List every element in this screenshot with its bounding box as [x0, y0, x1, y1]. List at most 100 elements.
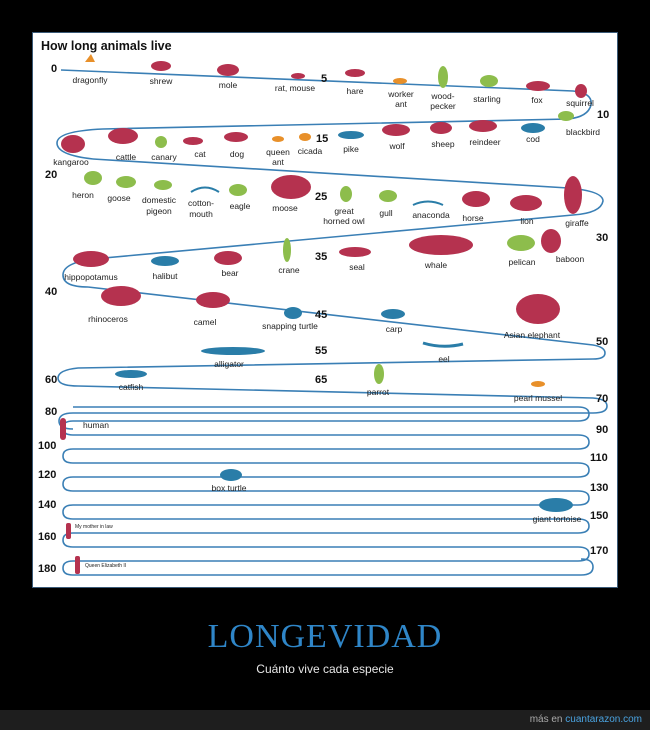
- label-wolf: wolf: [389, 141, 405, 151]
- tick-100: 100: [38, 440, 57, 452]
- label-worker-ant-1: worker: [388, 89, 414, 99]
- poster-subtitle: Cuánto vive cada especie: [256, 662, 394, 676]
- label-pelican: pelican: [508, 257, 536, 267]
- label-camel: camel: [193, 317, 217, 327]
- label-moose: moose: [272, 203, 298, 213]
- chart-frame: How long animals live: [32, 32, 618, 588]
- tick-45: 45: [315, 309, 328, 321]
- label-asian-elephant: Asian elephant: [503, 330, 561, 340]
- tick-90: 90: [596, 424, 609, 436]
- label-hare: hare: [346, 86, 364, 96]
- label-woodpecker-2: pecker: [430, 101, 456, 111]
- label-cottonmouth-2: mouth: [189, 209, 213, 219]
- footer-prefix: más en: [529, 714, 566, 725]
- label-carp: carp: [385, 324, 403, 334]
- footer-text: más en cuantarazon.com: [530, 714, 642, 725]
- label-mother-in-law: My mother in law: [75, 524, 113, 530]
- tick-150: 150: [590, 510, 609, 522]
- label-whale: whale: [424, 260, 448, 270]
- label-mole: mole: [218, 80, 238, 90]
- label-pigeon-1: domestic: [141, 195, 177, 205]
- tick-110: 110: [590, 452, 608, 464]
- label-woodpecker-1: wood-: [431, 91, 455, 101]
- tick-170: 170: [590, 545, 609, 557]
- label-starling: starling: [473, 94, 501, 104]
- tick-50: 50: [596, 336, 609, 348]
- label-human: human: [83, 420, 109, 430]
- tick-5: 5: [321, 73, 328, 85]
- label-cicada: cicada: [297, 146, 323, 156]
- label-dragonfly: dragonfly: [72, 75, 108, 85]
- label-pigeon-2: pigeon: [146, 206, 172, 216]
- tick-140: 140: [38, 499, 57, 511]
- label-queen-elizabeth: Queen Elizabeth II: [85, 563, 127, 569]
- chart-title: How long animals live: [41, 39, 172, 53]
- label-crane: crane: [278, 265, 300, 275]
- tick-180: 180: [38, 563, 57, 575]
- label-hippopotamus: hippopotamus: [64, 272, 118, 282]
- label-owl-2: horned owl: [323, 216, 365, 226]
- label-heron: heron: [72, 190, 94, 200]
- label-canary: canary: [151, 152, 177, 162]
- tick-15: 15: [316, 133, 329, 145]
- label-blackbird: blackbird: [565, 127, 601, 137]
- label-shrew: shrew: [149, 76, 173, 86]
- label-queen-ant-2: ant: [272, 157, 284, 167]
- label-eel: eel: [438, 354, 450, 364]
- tick-10: 10: [597, 109, 610, 121]
- label-gull: gull: [379, 208, 393, 218]
- tick-120: 120: [38, 469, 57, 481]
- label-cod: cod: [526, 134, 540, 144]
- label-baboon: baboon: [555, 254, 585, 264]
- label-lion: lion: [520, 216, 534, 226]
- footer-bar: más en cuantarazon.com: [0, 710, 650, 730]
- poster-title: LONGEVIDAD: [207, 618, 443, 655]
- tick-30: 30: [596, 232, 609, 244]
- label-worker-ant-2: ant: [395, 99, 407, 109]
- label-goose: goose: [107, 193, 131, 203]
- label-giant-tortoise: giant tortoise: [532, 514, 582, 524]
- label-parrot: parrot: [366, 387, 390, 397]
- label-owl-1: great: [334, 206, 354, 216]
- label-cat: cat: [194, 149, 206, 159]
- animal-silhouettes: [60, 54, 587, 574]
- label-pike: pike: [343, 144, 359, 154]
- label-squirrel: squirrel: [566, 98, 594, 108]
- label-box-turtle: box turtle: [211, 483, 247, 493]
- label-kangaroo: kangaroo: [53, 157, 89, 167]
- tick-60: 60: [45, 374, 58, 386]
- tick-70: 70: [596, 393, 609, 405]
- label-cattle: cattle: [115, 152, 137, 162]
- label-pearl-mussel: pearl mussel: [513, 393, 563, 403]
- label-eagle: eagle: [229, 201, 251, 211]
- label-anaconda: anaconda: [412, 210, 450, 220]
- tick-25: 25: [315, 191, 328, 203]
- label-alligator: alligator: [214, 359, 244, 369]
- label-reindeer: reindeer: [469, 137, 501, 147]
- tick-130: 130: [590, 482, 609, 494]
- footer-link[interactable]: cuantarazon.com: [565, 714, 642, 725]
- tick-160: 160: [38, 531, 57, 543]
- label-sheep: sheep: [431, 139, 455, 149]
- tick-20: 20: [45, 169, 58, 181]
- tick-35: 35: [315, 251, 328, 263]
- tick-40: 40: [45, 286, 58, 298]
- label-bear: bear: [221, 268, 239, 278]
- tick-80: 80: [45, 406, 58, 418]
- label-cottonmouth-1: cotton-: [188, 198, 214, 208]
- label-rat-mouse: rat, mouse: [274, 83, 316, 93]
- tick-65: 65: [315, 374, 328, 386]
- label-dog: dog: [229, 149, 245, 159]
- label-snapping-turtle: snapping turtle: [262, 321, 318, 331]
- label-halibut: halibut: [152, 271, 178, 281]
- label-catfish: catfish: [118, 382, 144, 392]
- tick-0: 0: [51, 63, 58, 75]
- label-fox: fox: [531, 95, 543, 105]
- label-rhinoceros: rhinoceros: [88, 314, 128, 324]
- label-horse: horse: [462, 213, 484, 223]
- tick-55: 55: [315, 345, 328, 357]
- timeline-track: [56, 54, 608, 576]
- label-seal: seal: [349, 262, 365, 272]
- label-giraffe: giraffe: [565, 218, 589, 228]
- label-queen-ant-1: queen: [266, 147, 290, 157]
